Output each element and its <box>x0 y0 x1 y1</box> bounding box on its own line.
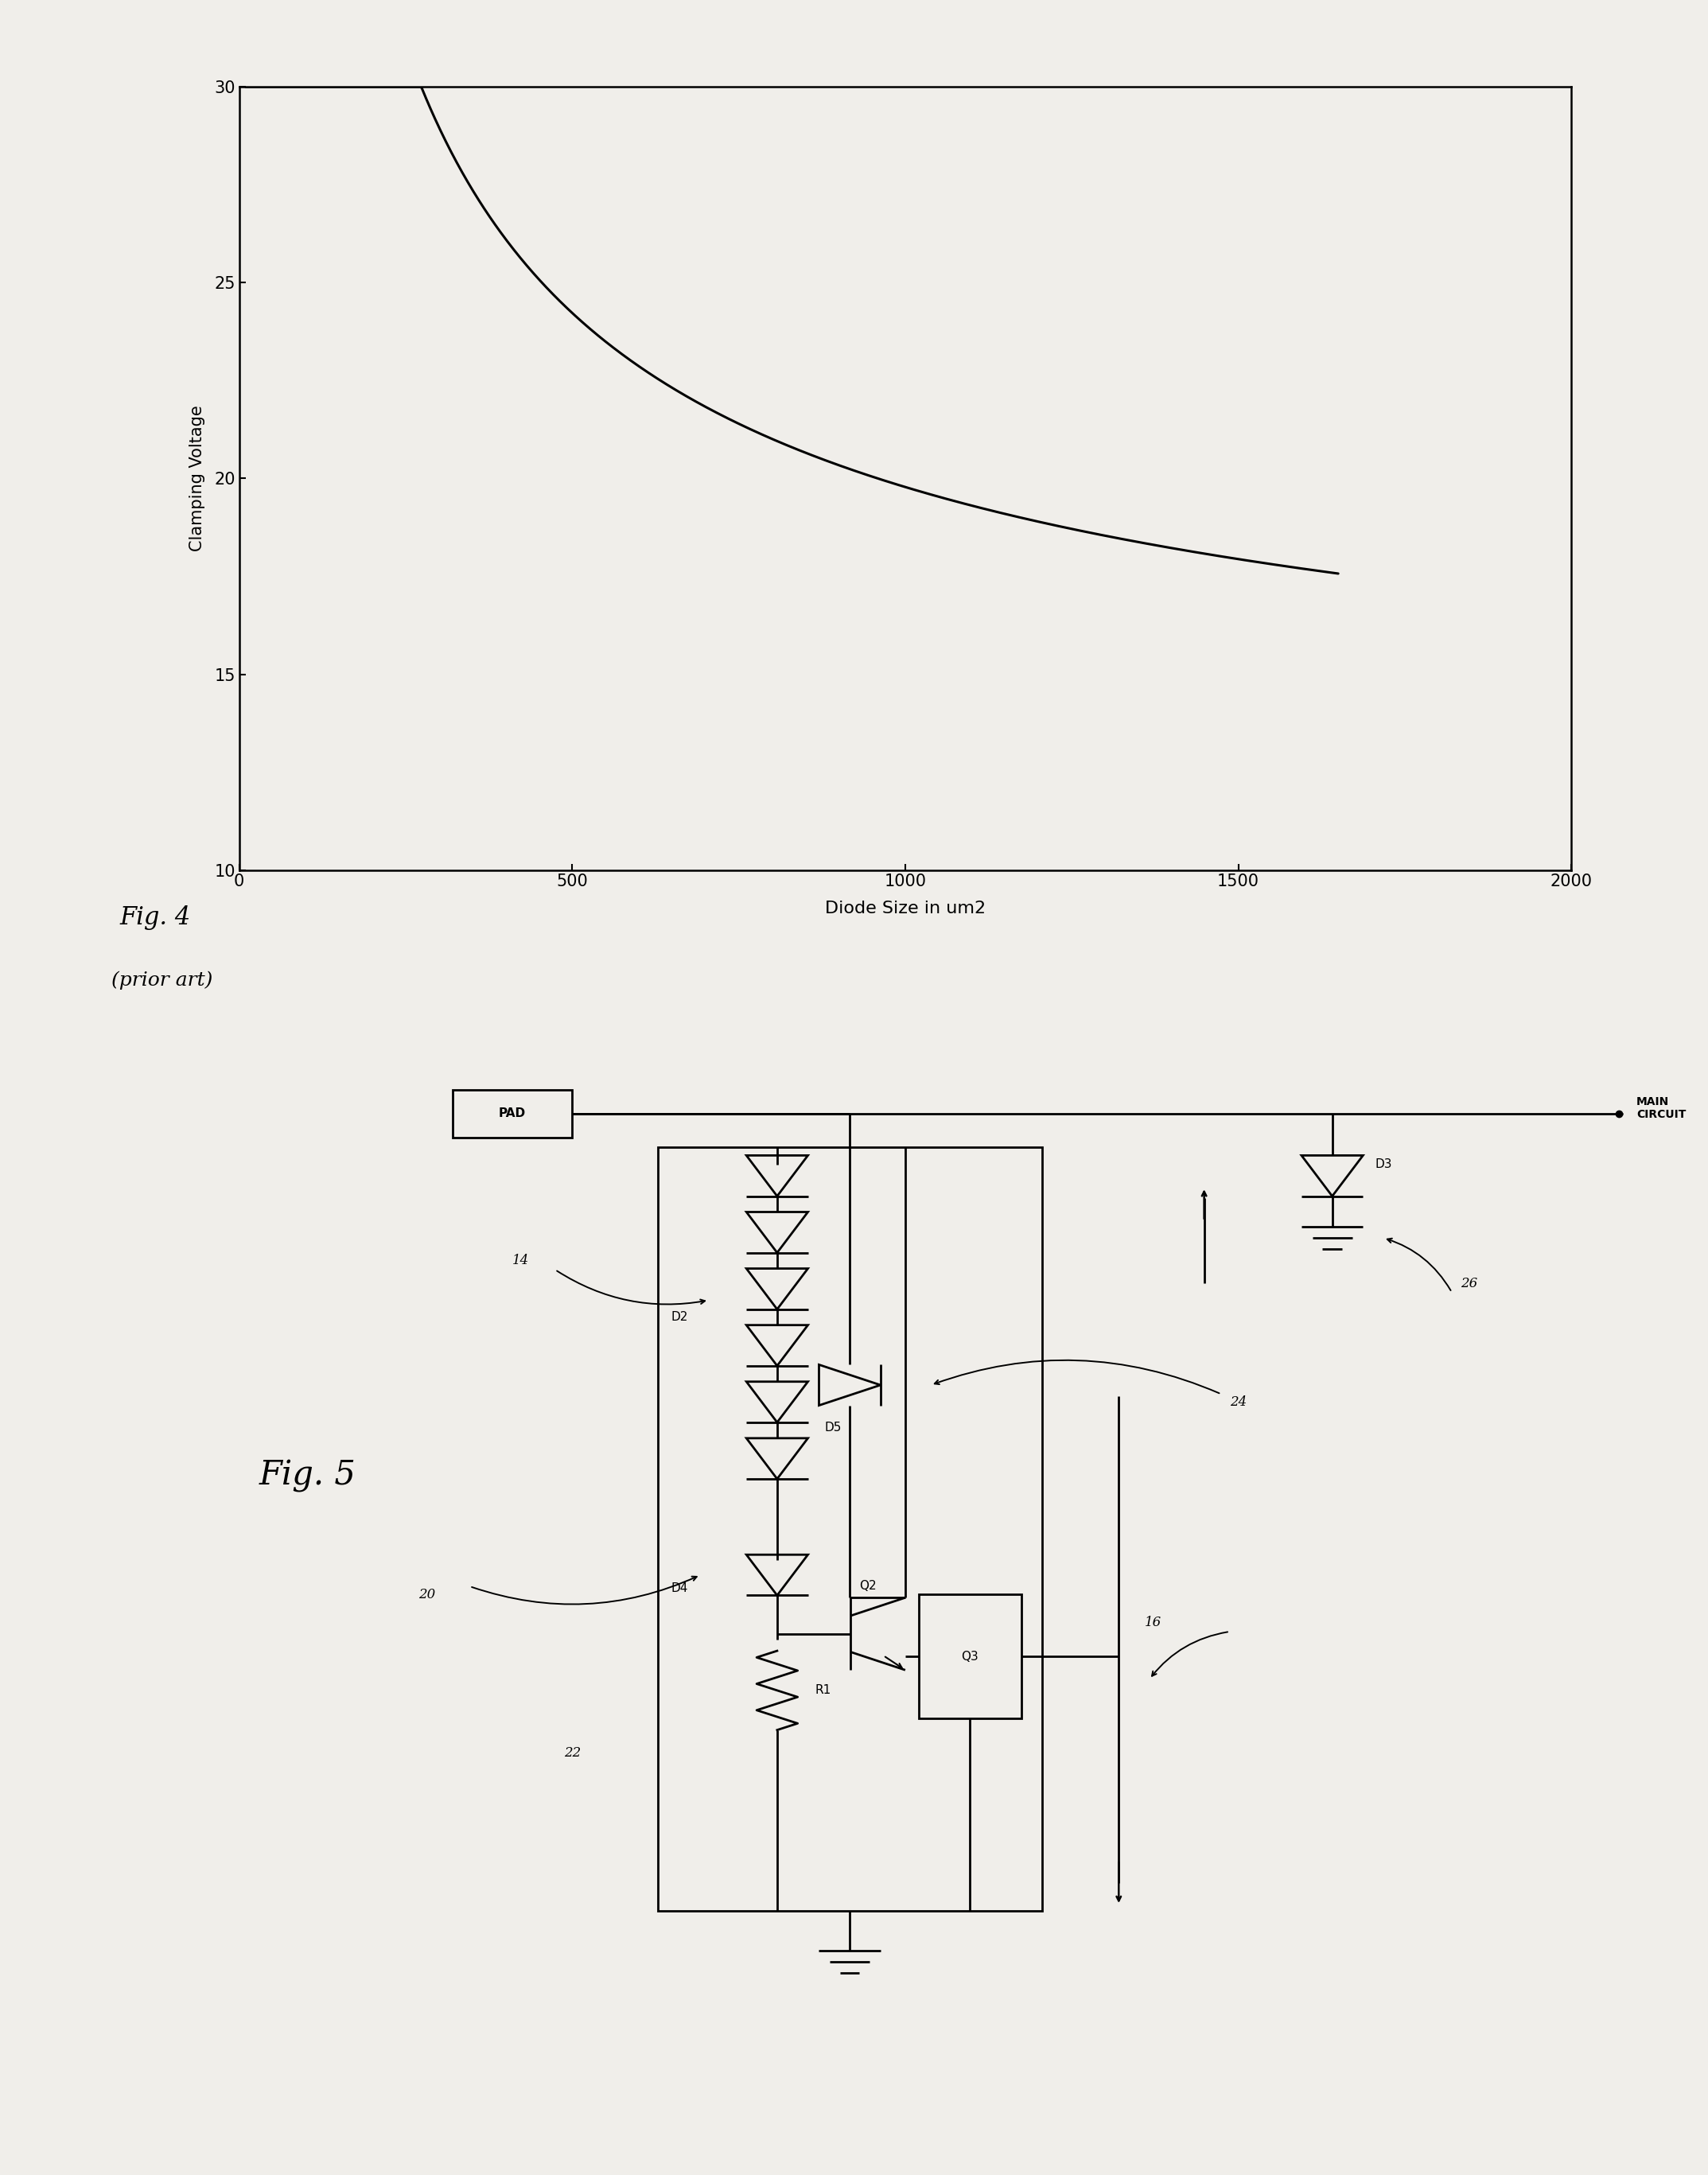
Text: R1: R1 <box>815 1683 830 1696</box>
Text: D3: D3 <box>1375 1159 1392 1170</box>
Text: 20: 20 <box>418 1588 436 1601</box>
Text: 26: 26 <box>1460 1277 1477 1290</box>
Text: Fig. 4: Fig. 4 <box>120 905 191 931</box>
Text: PAD: PAD <box>499 1107 526 1120</box>
X-axis label: Diode Size in um2: Diode Size in um2 <box>825 900 986 916</box>
Text: (prior art): (prior art) <box>111 970 212 990</box>
Y-axis label: Clamping Voltage: Clamping Voltage <box>190 405 205 552</box>
Text: 22: 22 <box>564 1747 581 1760</box>
Text: Q2: Q2 <box>859 1579 876 1592</box>
Bar <box>453 1090 572 1138</box>
Text: D5: D5 <box>825 1420 842 1433</box>
Text: D4: D4 <box>671 1583 688 1594</box>
Bar <box>919 1594 1021 1718</box>
Text: 24: 24 <box>1230 1394 1247 1409</box>
Text: 14: 14 <box>512 1253 529 1268</box>
Text: MAIN
CIRCUIT: MAIN CIRCUIT <box>1636 1096 1686 1120</box>
Text: 16: 16 <box>1144 1616 1161 1629</box>
Bar <box>658 1148 1042 1912</box>
Text: Q3: Q3 <box>962 1651 979 1662</box>
Text: D2: D2 <box>671 1312 688 1322</box>
Text: Fig. 5: Fig. 5 <box>260 1459 355 1492</box>
